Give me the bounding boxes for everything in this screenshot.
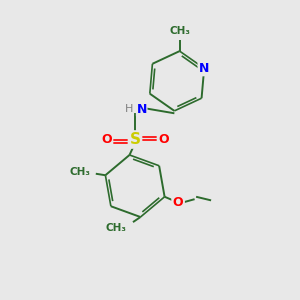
Text: N: N [199,62,209,75]
Text: O: O [158,133,169,146]
Text: CH₃: CH₃ [169,26,190,36]
Text: O: O [101,133,112,146]
Text: CH₃: CH₃ [69,167,90,177]
Text: S: S [130,132,140,147]
Text: H: H [125,104,134,115]
Text: CH₃: CH₃ [106,223,127,232]
Text: N: N [136,103,147,116]
Text: O: O [173,196,183,209]
